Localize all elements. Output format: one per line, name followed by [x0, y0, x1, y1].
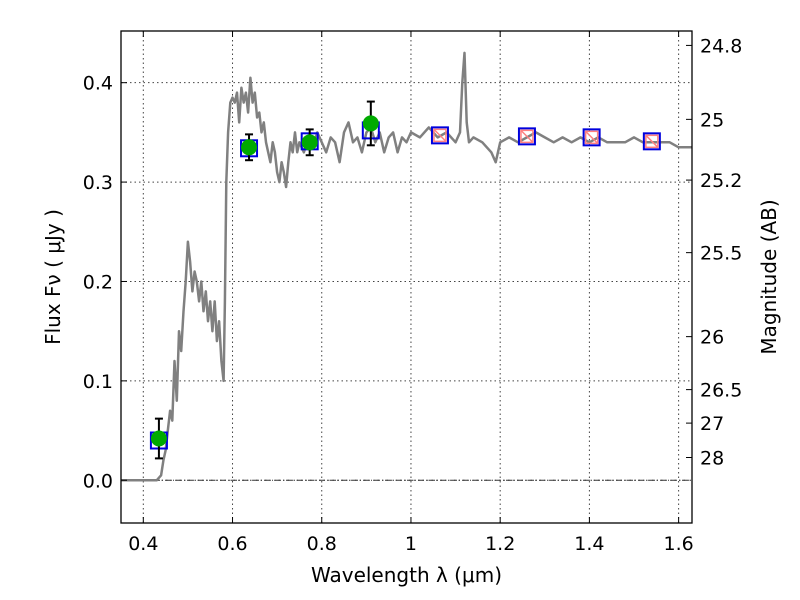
marker-layer: [149, 100, 661, 460]
synthetic-band-mark-diagonal: [645, 134, 659, 148]
synthetic-band-mark-diagonal: [520, 129, 534, 143]
model-band-square: [582, 128, 601, 147]
x-tick-label: 0.4: [128, 533, 158, 555]
plot-frame: [120, 30, 693, 524]
y-tick-label: 0.0: [83, 470, 113, 492]
spectrum-layer: [121, 51, 692, 482]
y2-tick-label: 27: [700, 413, 724, 435]
model-band-square: [642, 132, 661, 151]
tick-layer: 0.4 0.6 0.8 1 1.2 1.4 1.6 0.0 0.1 0.2 0.3 0.4 24.8 25…: [83, 31, 742, 555]
y-tick-label: 0.3: [83, 172, 113, 194]
y2-tick-label: 24.8: [700, 35, 742, 57]
synthetic-band-mark: [520, 129, 534, 144]
synthetic-band-mark-diagonal: [585, 130, 599, 144]
x-tick-label: 1.6: [664, 533, 694, 555]
synthetic-band-mark: [433, 128, 447, 143]
photometry-point: [241, 139, 258, 156]
y2-tick-label: 26.5: [700, 380, 742, 402]
x-tick-label: 0.8: [307, 533, 337, 555]
y-tick-label: 0.1: [83, 371, 113, 393]
grid-lines: [121, 31, 692, 523]
y2-tick-label: 25.5: [700, 243, 742, 265]
photometry-point: [150, 430, 167, 447]
synthetic-band-mark-diagonal: [433, 128, 447, 142]
y-tick-label: 0.2: [83, 271, 113, 293]
y2-tick-label: 26: [700, 327, 724, 349]
y-tick-label: 0.4: [83, 73, 113, 95]
synthetic-band-mark: [645, 134, 659, 149]
x-tick-label: 1.4: [574, 533, 604, 555]
photometry-point: [362, 115, 379, 132]
y-axis-label: Flux Fν ( μJy ): [41, 209, 65, 345]
model-band-square: [517, 127, 536, 146]
y2-tick-label: 25.2: [700, 170, 742, 192]
x-axis-label: Wavelength λ (μm): [311, 563, 502, 587]
x-tick-label: 0.6: [217, 533, 247, 555]
model-band-square: [430, 126, 449, 145]
model-spectrum-line: [121, 51, 692, 482]
x-tick-label: 1: [405, 533, 417, 555]
photometry-point: [301, 134, 318, 151]
y2-axis-label: Magnitude (AB): [757, 199, 781, 354]
x-tick-label: 1.2: [485, 533, 515, 555]
synthetic-band-mark: [584, 130, 599, 145]
y2-tick-label: 25: [700, 109, 724, 131]
y2-tick-label: 28: [700, 447, 724, 469]
